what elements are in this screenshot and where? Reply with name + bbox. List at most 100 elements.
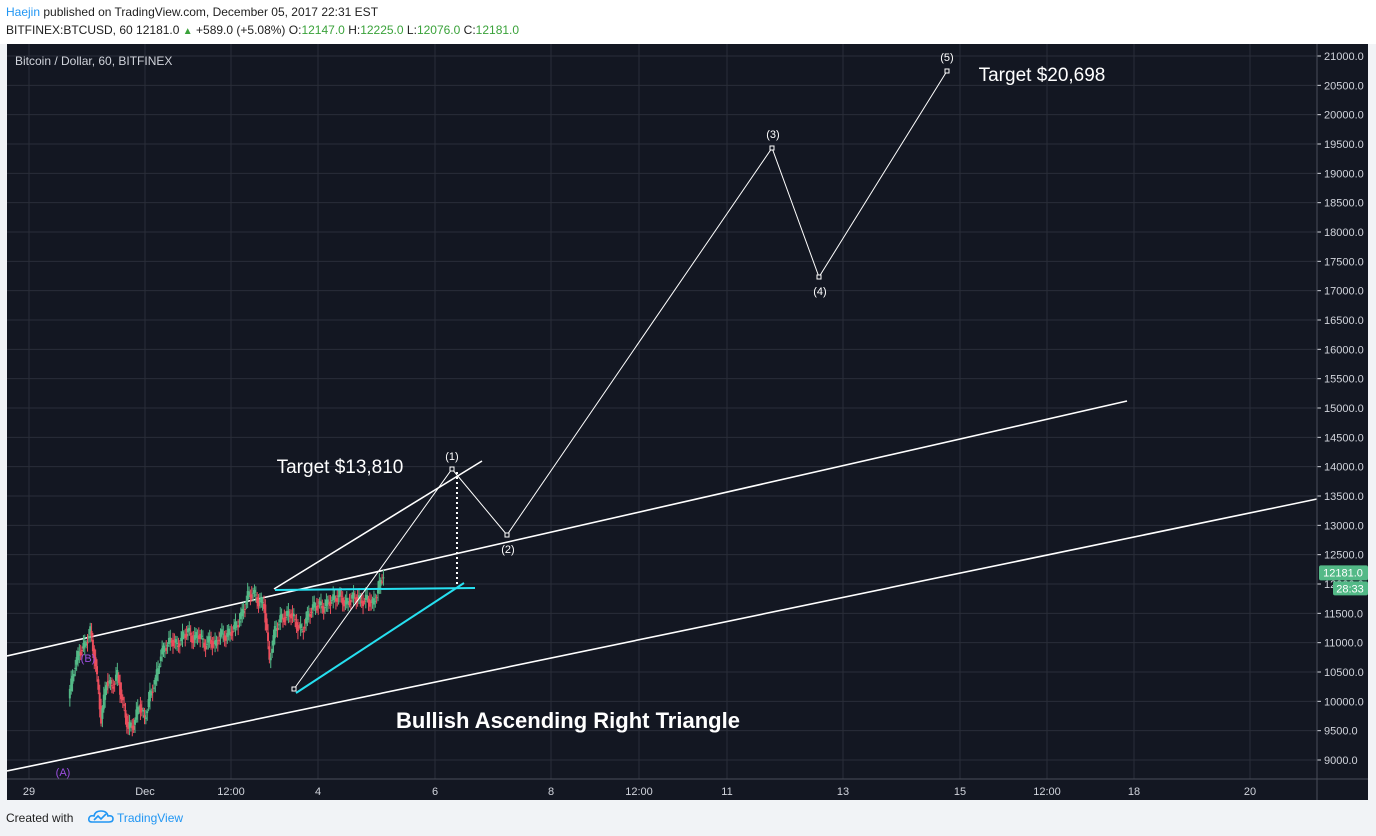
candle-body bbox=[341, 597, 344, 605]
candle-body bbox=[220, 629, 223, 634]
price-chart[interactable]: (1) (2) (3) (4) (5) (A) (B) Target $13,810 Targe… bbox=[6, 44, 1368, 800]
candle-body bbox=[362, 601, 365, 607]
time-tick-label: 6 bbox=[432, 786, 438, 798]
candle-body bbox=[71, 675, 74, 684]
candle-body bbox=[110, 685, 113, 687]
candle-body bbox=[197, 635, 200, 640]
low-value: 12076.0 bbox=[416, 23, 461, 37]
candle-body bbox=[158, 666, 161, 668]
candle-body bbox=[245, 601, 248, 605]
countdown-tag bbox=[1333, 581, 1368, 596]
candle-body bbox=[326, 599, 329, 605]
candle-body bbox=[367, 598, 370, 603]
wave-b-label: (B) bbox=[81, 653, 96, 665]
candle-body bbox=[340, 595, 343, 597]
wave-point-marker bbox=[944, 68, 950, 74]
candle-body bbox=[344, 602, 347, 604]
candle-body bbox=[189, 633, 192, 635]
drawing-overlay: (1) (2) (3) (4) (5) (A) (B) Target $13,810 Targe… bbox=[56, 52, 1106, 779]
candle-body bbox=[104, 688, 107, 700]
candle-body bbox=[381, 581, 384, 583]
candle-body bbox=[280, 614, 283, 620]
candle-body bbox=[249, 595, 252, 598]
candle-body bbox=[124, 710, 127, 718]
candle-body bbox=[201, 638, 204, 640]
candle-body bbox=[267, 632, 270, 642]
price-tick-label: 14000.0 bbox=[1324, 462, 1364, 474]
time-tick-label: 12:00 bbox=[1033, 786, 1061, 798]
candle-body bbox=[239, 612, 242, 620]
price-tick-label: 9000.0 bbox=[1324, 755, 1358, 767]
candle-body bbox=[117, 674, 120, 683]
candle-body bbox=[125, 716, 128, 728]
candle-body bbox=[93, 648, 96, 663]
candle-body bbox=[169, 637, 172, 643]
candle-body bbox=[161, 648, 164, 655]
candle-body bbox=[196, 635, 199, 637]
wave-5-label: (5) bbox=[940, 52, 953, 64]
candle-body bbox=[95, 666, 98, 675]
candle-body bbox=[300, 629, 303, 631]
candle-body bbox=[148, 690, 151, 702]
candle-body bbox=[204, 645, 207, 650]
candle-body bbox=[181, 631, 184, 639]
chart-area[interactable]: (1) (2) (3) (4) (5) (A) (B) Target $13,810 Targe… bbox=[6, 44, 1368, 800]
price-tick-label: 20500.0 bbox=[1324, 80, 1364, 92]
tradingview-link[interactable]: TradingView bbox=[117, 811, 184, 825]
close-value: 12181.0 bbox=[475, 23, 520, 37]
candle-body bbox=[144, 717, 147, 719]
candle-body bbox=[250, 594, 253, 599]
high-value: 12225.0 bbox=[360, 23, 404, 37]
open-value: 12147.0 bbox=[301, 23, 345, 37]
price-tick-label: 13000.0 bbox=[1324, 520, 1364, 532]
candle-body bbox=[203, 642, 206, 648]
candle-body bbox=[231, 630, 234, 633]
candle-body bbox=[140, 707, 143, 711]
candle-body bbox=[216, 642, 219, 644]
candle-body bbox=[313, 601, 316, 608]
candle-body bbox=[167, 637, 170, 645]
author-link[interactable]: Haejin bbox=[6, 5, 41, 19]
target-2-label: Target $20,698 bbox=[979, 65, 1106, 86]
price-tick-label: 12500.0 bbox=[1324, 550, 1364, 562]
candle-body bbox=[212, 642, 215, 645]
candle-body bbox=[121, 696, 124, 701]
candle-body bbox=[355, 597, 358, 603]
candle-body bbox=[146, 711, 149, 714]
wave-4-label: (4) bbox=[813, 286, 826, 298]
candle-body bbox=[200, 635, 203, 637]
candle-body bbox=[299, 624, 302, 628]
time-tick-label: 12:00 bbox=[625, 786, 653, 798]
candle-body bbox=[191, 635, 194, 643]
candle-body bbox=[306, 611, 309, 620]
price-tick-label: 13500.0 bbox=[1324, 491, 1364, 503]
candle-body bbox=[79, 651, 82, 656]
triangle-rising-line bbox=[295, 582, 465, 694]
candle-body bbox=[108, 681, 111, 683]
candle-body bbox=[116, 670, 119, 678]
candle-body bbox=[294, 619, 297, 621]
candle-body bbox=[311, 604, 314, 610]
candle-body bbox=[359, 596, 362, 600]
candle-body bbox=[192, 637, 195, 643]
candle-body bbox=[157, 668, 160, 675]
candle-body bbox=[322, 606, 325, 613]
candle-body bbox=[310, 611, 313, 613]
candle-body bbox=[165, 647, 168, 651]
price-axis[interactable]: 21000.0 20500.0 20000.0 19500.0 19000.0 18500… bbox=[1316, 44, 1368, 800]
candle-body bbox=[366, 595, 369, 600]
price-tick-label: 19000.0 bbox=[1324, 168, 1364, 180]
candle-body bbox=[112, 686, 115, 689]
wave-3-label: (3) bbox=[766, 129, 779, 141]
candle-body bbox=[261, 602, 264, 604]
candle-body bbox=[343, 600, 346, 607]
time-tick-label: 13 bbox=[837, 786, 849, 798]
candle-body bbox=[243, 608, 246, 610]
candle-body bbox=[102, 694, 105, 710]
candle-body bbox=[319, 601, 322, 606]
price-tick-label: 17000.0 bbox=[1324, 286, 1364, 298]
candle-body bbox=[223, 635, 226, 641]
price-tick-label: 20000.0 bbox=[1324, 110, 1364, 122]
time-axis[interactable]: 29 Dec 12:00 4 6 8 12:00 11 13 15 12:00 18 20 bbox=[7, 778, 1368, 798]
candle-body bbox=[101, 708, 104, 719]
